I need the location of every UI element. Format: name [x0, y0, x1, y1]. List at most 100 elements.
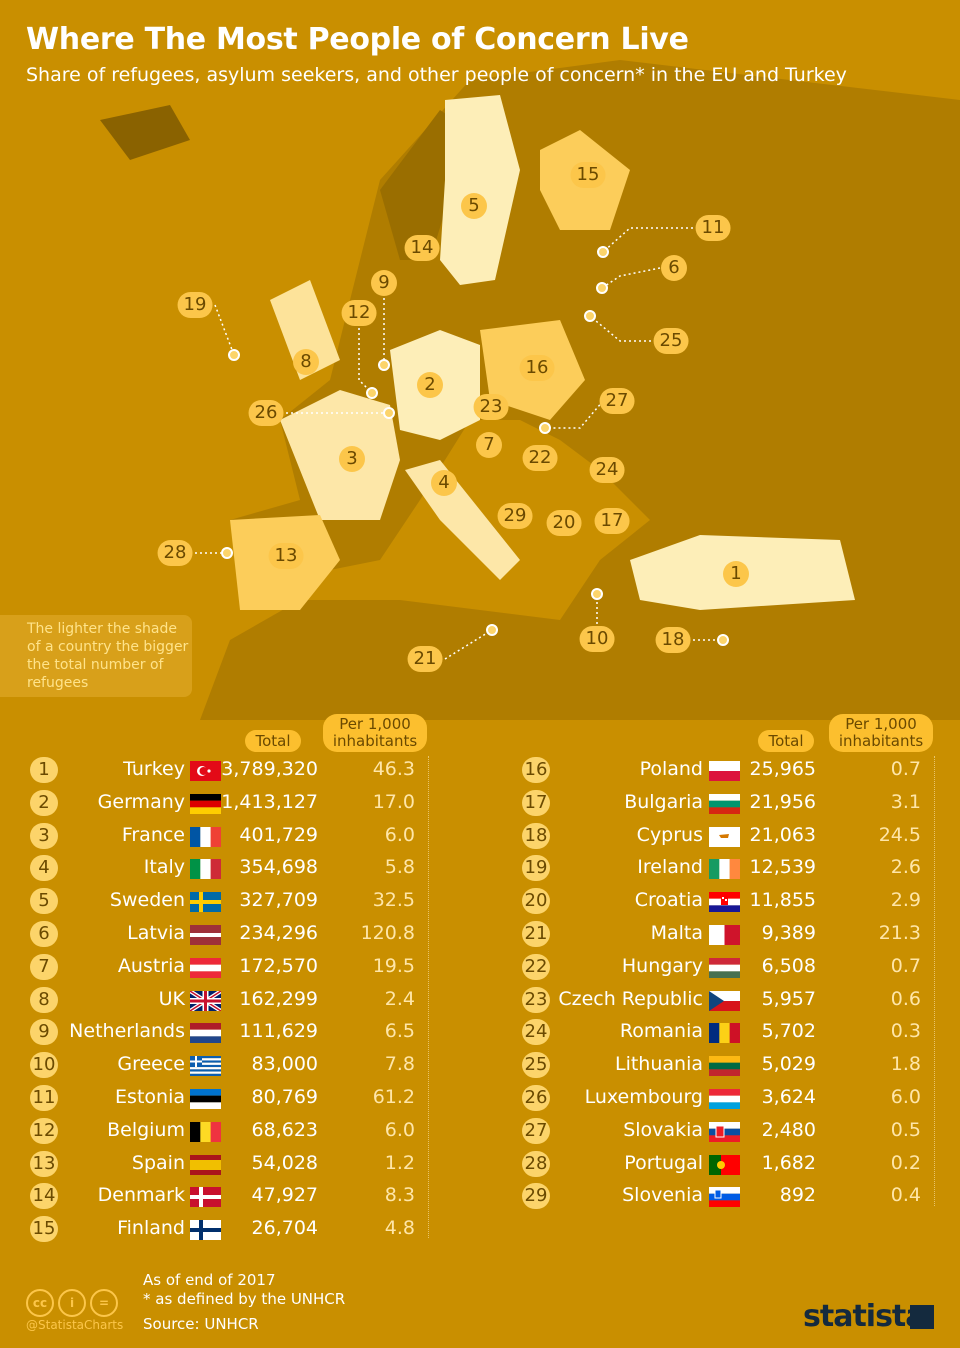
rank-badge: 19: [522, 855, 550, 882]
rank-badge: 9: [30, 1019, 58, 1046]
table-row: 6 Latvia 234,296 120.8: [0, 920, 960, 950]
total-value: 21,063: [749, 823, 816, 846]
total-value: 11,855: [749, 889, 816, 912]
total-value: 354,698: [239, 856, 318, 879]
location-dot-25: [584, 310, 596, 322]
country-name: Germany: [97, 790, 185, 813]
map-marker-9: 9: [371, 270, 397, 296]
location-dot-6: [596, 282, 608, 294]
leader-line-21: [444, 629, 493, 660]
by-icon: i: [58, 1289, 86, 1317]
divider-right: [934, 756, 935, 1206]
country-name: Estonia: [115, 1086, 185, 1108]
location-dot-12: [366, 387, 378, 399]
footnote: * as defined by the UNHCR: [143, 1290, 346, 1308]
map-marker-27: 27: [599, 388, 635, 414]
country-name: Romania: [619, 1020, 703, 1043]
map-marker-23: 23: [473, 394, 509, 420]
country-name: Bulgaria: [624, 790, 703, 813]
table-row: 19 Ireland 12,539 2.6: [0, 854, 960, 884]
table-row: 21 Malta 9,389 21.3: [0, 920, 960, 950]
map-marker-5: 5: [461, 193, 487, 219]
country-name: Portugal: [624, 1151, 703, 1174]
total-value: 1,413,127: [221, 790, 318, 813]
sweden-flag-icon: [190, 892, 221, 913]
rank-badge: 28: [522, 1150, 550, 1177]
statista-logo-icon: [910, 1305, 934, 1329]
total-value: 162,299: [239, 987, 318, 1010]
denmark-flag-icon: [190, 1187, 221, 1208]
rank-badge: 13: [30, 1150, 58, 1177]
rank-badge: 22: [522, 953, 550, 980]
total-value: 83,000: [251, 1053, 318, 1076]
location-dot-26: [383, 407, 395, 419]
romania-flag-icon: [709, 1023, 741, 1044]
statista-handle: @StatistaCharts: [26, 1318, 124, 1332]
iceland-shape: [100, 105, 190, 160]
location-dot-21: [486, 624, 498, 636]
source: Source: UNHCR: [143, 1315, 259, 1333]
luxembourg-flag-icon: [709, 1089, 740, 1110]
table-row: 1 Turkey 3,789,320 46.3: [0, 756, 960, 786]
country-name: Hungary: [621, 954, 703, 977]
country-name: Italy: [143, 856, 185, 879]
france-flag-icon: [190, 826, 222, 847]
country-name: Poland: [639, 758, 703, 780]
croatia-flag-icon: [709, 892, 740, 913]
rank-badge: 8: [30, 986, 58, 1013]
ireland-flag-icon: [709, 859, 741, 880]
country-name: France: [121, 823, 185, 846]
table-row: 27 Slovakia 2,480 0.5: [0, 1117, 960, 1147]
slovenia-flag-icon: [709, 1187, 740, 1208]
greece-flag-icon: [190, 1056, 221, 1077]
country-name: Finland: [117, 1217, 185, 1240]
country-name: Belgium: [107, 1118, 185, 1141]
per-1000-value: 5.8: [384, 856, 415, 879]
map-marker-17: 17: [594, 508, 630, 534]
rank-badge: 25: [522, 1052, 550, 1079]
map-marker-15: 15: [570, 162, 606, 188]
per-1000-value: 21.3: [878, 922, 921, 944]
location-dot-11: [597, 246, 609, 258]
map-marker-22: 22: [522, 445, 558, 471]
table-row: 15 Finland 26,704 4.8: [0, 1215, 960, 1245]
table-row: 11 Estonia 80,769 61.2: [0, 1084, 960, 1114]
per-1000-value: 6.0: [384, 1118, 415, 1141]
total-value: 1,682: [761, 1151, 816, 1174]
table-row: 5 Sweden 327,709 32.5: [0, 887, 960, 917]
table-row: 23 Czech Republic 5,957 0.6: [0, 986, 960, 1016]
leader-lines: [195, 227, 729, 660]
map-marker-16: 16: [519, 355, 555, 381]
per-1000-value: 7.8: [384, 1053, 415, 1076]
leader-line-25: [589, 315, 656, 342]
total-value: 5,702: [761, 1020, 816, 1043]
total-value: 25,965: [749, 758, 816, 780]
country-name: Ireland: [637, 856, 703, 879]
statista-logo-text: statista: [803, 1299, 926, 1334]
rank-badge: 11: [30, 1085, 58, 1111]
total-value: 21,956: [749, 790, 816, 813]
map-marker-6: 6: [661, 255, 687, 281]
per-1000-value: 6.5: [384, 1020, 415, 1043]
location-dot-28: [221, 547, 233, 559]
per-1000-value: 61.2: [372, 1086, 415, 1108]
bulgaria-flag-icon: [709, 793, 740, 814]
total-value: 68,623: [251, 1118, 318, 1141]
europe-map: [100, 60, 960, 720]
per-1000-value: 24.5: [878, 823, 921, 846]
country-name: Austria: [117, 954, 185, 977]
czech-flag-icon: [709, 990, 740, 1011]
table-row: 14 Denmark 47,927 8.3: [0, 1182, 960, 1212]
per-1000-value: 0.7: [890, 954, 921, 977]
map-marker-28: 28: [157, 540, 193, 566]
per-1000-value: 32.5: [372, 889, 415, 912]
country-name: Slovakia: [623, 1118, 703, 1141]
map-marker-24: 24: [589, 457, 625, 483]
map-marker-4: 4: [431, 470, 457, 496]
map-marker-19: 19: [177, 292, 213, 318]
table-row: 7 Austria 172,570 19.5: [0, 953, 960, 983]
total-value: 3,789,320: [221, 758, 318, 780]
estonia-flag-icon: [190, 1089, 221, 1110]
country-name: Latvia: [127, 922, 185, 944]
rank-badge: 16: [522, 757, 550, 783]
